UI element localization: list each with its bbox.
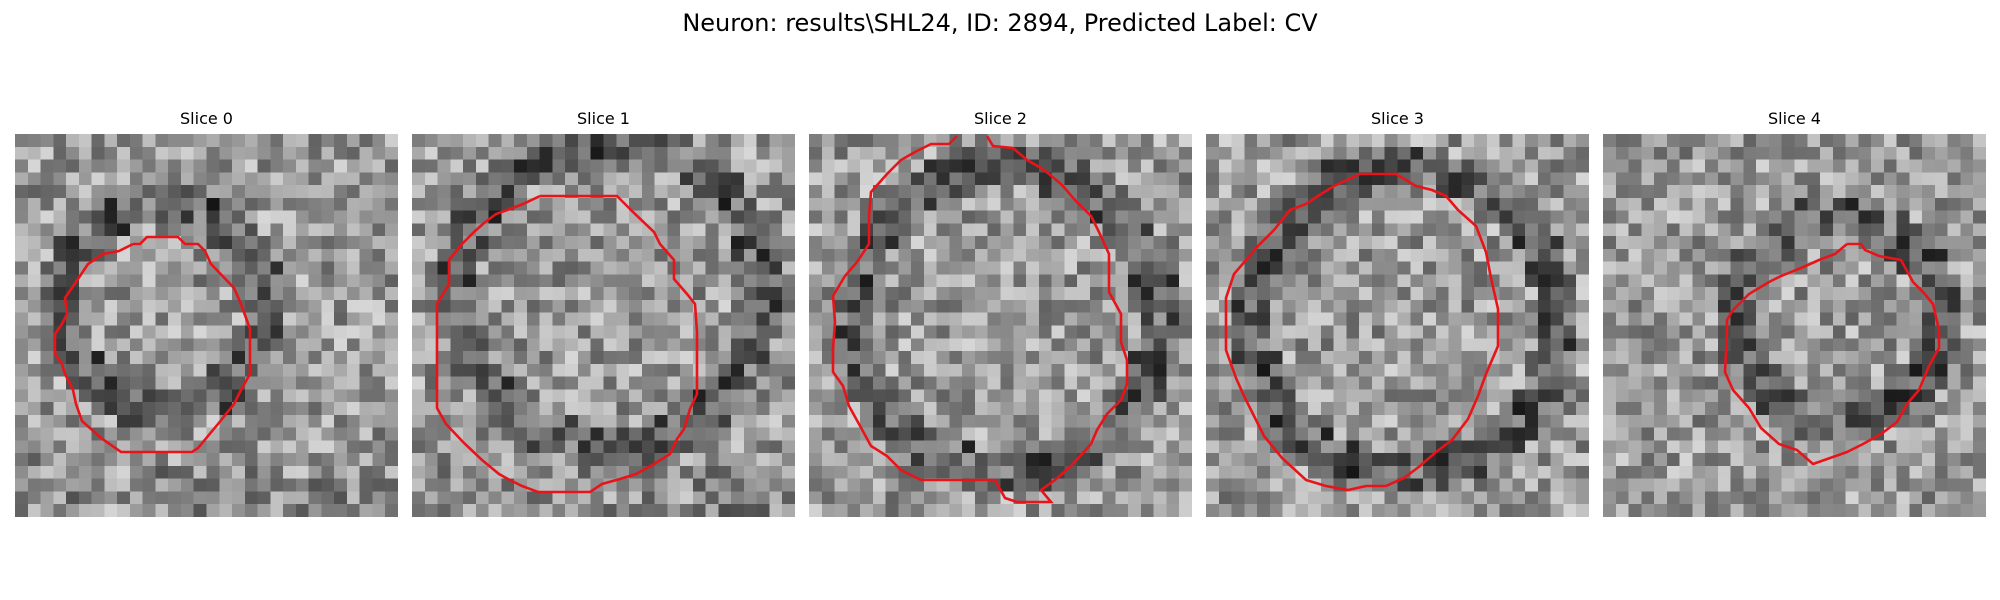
segmentation-contour-2: [831, 135, 1129, 504]
slice-panel-2: Slice 2: [809, 108, 1192, 518]
slice-panel-3: Slice 3: [1206, 108, 1589, 518]
slice-title-2: Slice 2: [974, 109, 1027, 128]
slice-image-3: [1206, 134, 1589, 517]
segmentation-contour-0: [53, 235, 252, 454]
segmentation-contour-1: [435, 194, 699, 494]
figure-title: Neuron: results\SHL24, ID: 2894, Predict…: [682, 9, 1318, 37]
slice-image-2: [809, 134, 1192, 517]
slice-panel-0: Slice 0: [15, 108, 398, 518]
slice-title-4: Slice 4: [1768, 109, 1821, 128]
slice-title-3: Slice 3: [1371, 109, 1424, 128]
slice-title-1: Slice 1: [577, 109, 630, 128]
slice-panel-4: Slice 4: [1603, 108, 1986, 518]
slice-title-0: Slice 0: [180, 109, 233, 128]
segmentation-contour-3: [1224, 172, 1500, 492]
segmentation-contour-4: [1723, 242, 1941, 466]
slice-image-0: [15, 134, 398, 517]
slice-image-4: [1603, 134, 1986, 517]
slice-panel-1: Slice 1: [412, 108, 795, 518]
